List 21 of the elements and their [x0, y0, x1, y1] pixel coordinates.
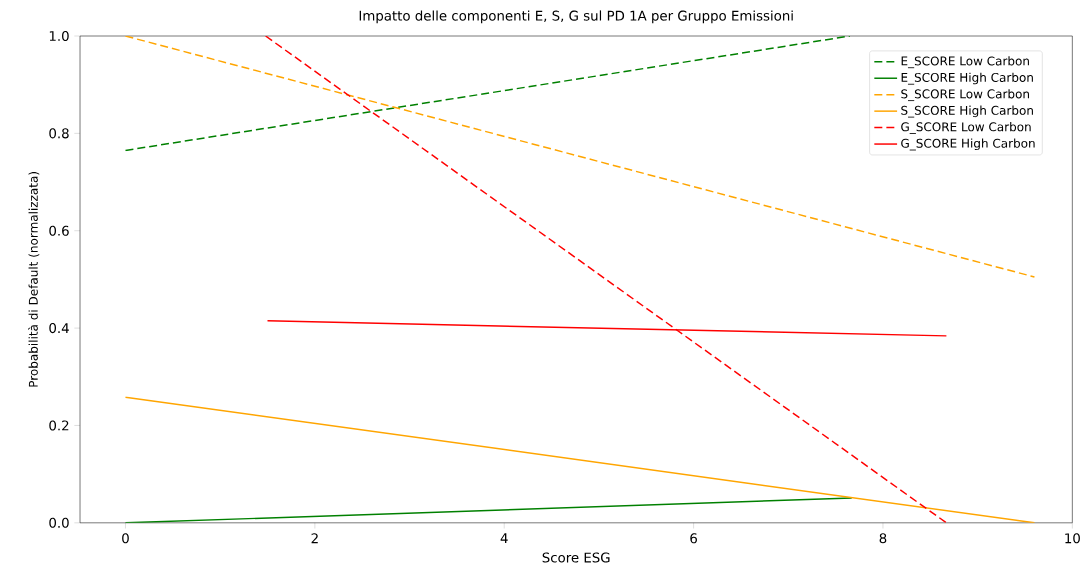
x-axis-title: Score ESG — [542, 552, 610, 563]
y-tick-label: 0.0 — [49, 517, 69, 528]
x-tick-label: 4 — [500, 533, 508, 543]
x-tick-label: 8 — [879, 533, 887, 544]
legend-label: S_SCORE High Carbon — [901, 105, 1033, 118]
legend-label: E_SCORE Low Carbon — [901, 56, 1029, 69]
x-tick-label: 6 — [690, 533, 697, 544]
x-tick-label: 2 — [311, 533, 318, 544]
y-tick-label: 0.4 — [49, 322, 69, 334]
legend-label: E_SCORE High Carbon — [901, 72, 1033, 85]
legend-label: S_SCORE Low Carbon — [901, 89, 1029, 101]
y-axis-title: Probabilità di Default (normalizzata) — [28, 171, 40, 387]
y-tick-label: 1.0 — [49, 30, 69, 41]
legend-label: G_SCORE High Carbon — [901, 138, 1035, 151]
legend-label: G_SCORE Low Carbon — [901, 121, 1031, 134]
y-tick-label: 0.6 — [49, 225, 69, 236]
chart-title: Impatto delle componenti E, S, G sul PD 1A per Gruppo Emissioni — [359, 10, 793, 24]
x-tick-label: 10 — [1065, 533, 1080, 544]
y-tick-label: 0.8 — [49, 128, 69, 139]
x-tick-label: 0 — [122, 533, 129, 544]
y-tick-label: 0.2 — [49, 420, 69, 431]
